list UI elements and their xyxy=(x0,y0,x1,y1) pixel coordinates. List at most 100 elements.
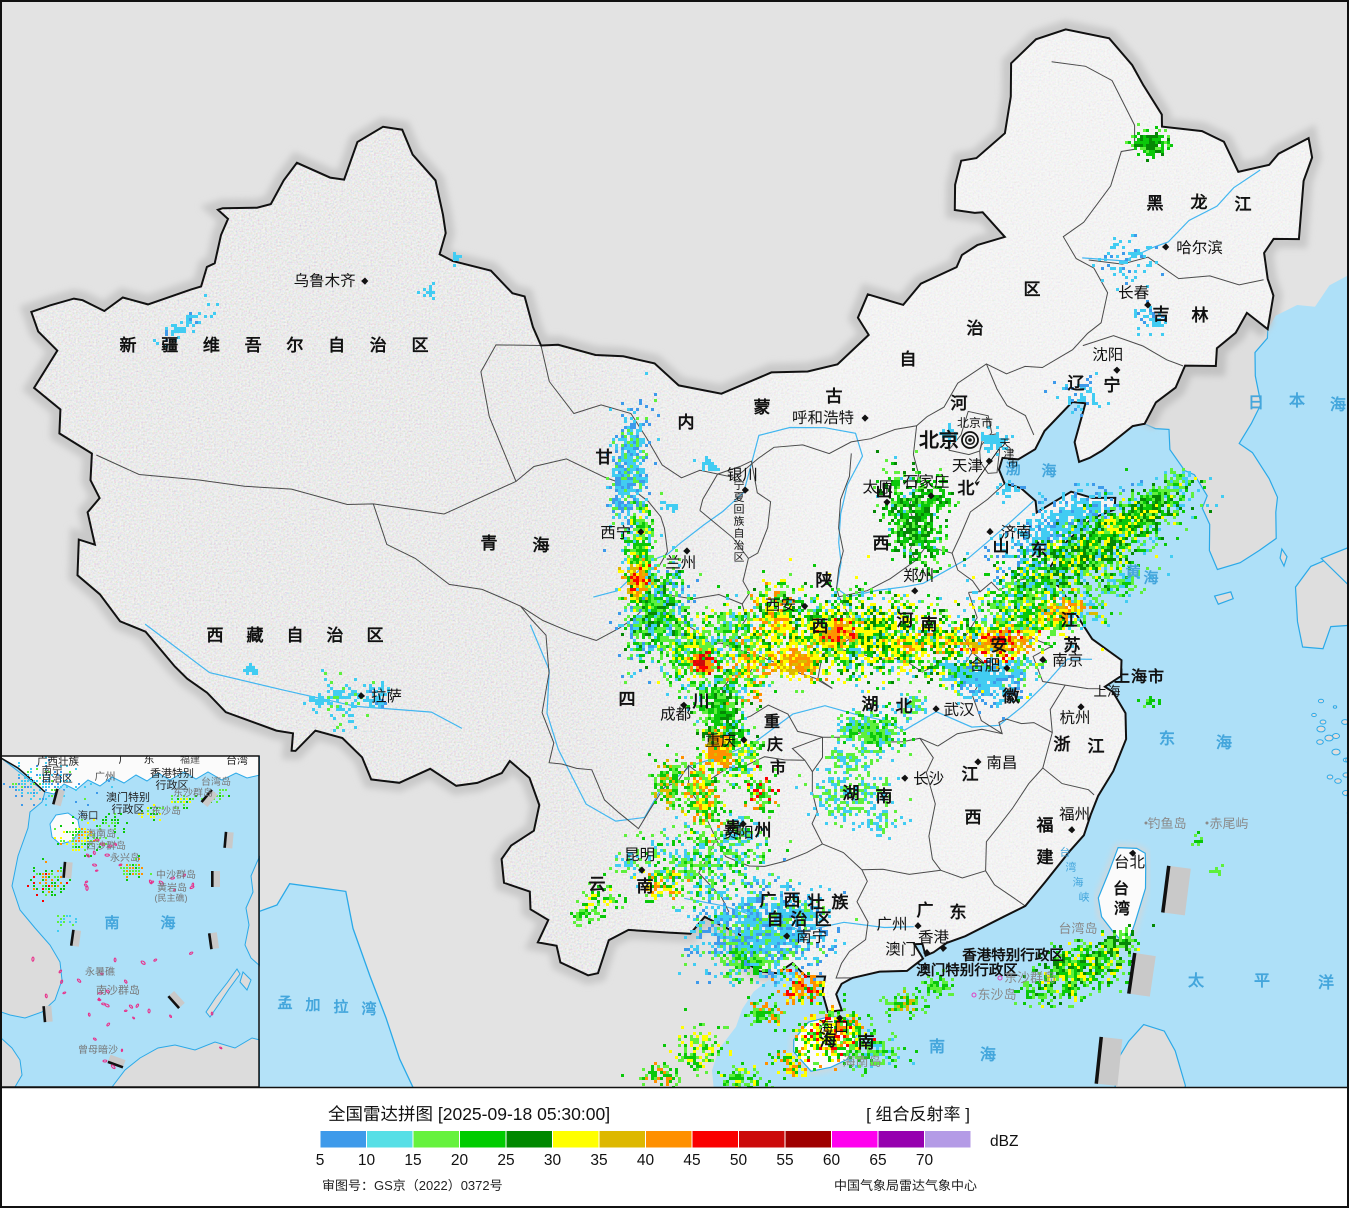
svg-text:65: 65 xyxy=(869,1148,886,1170)
svg-text:东: 东 xyxy=(1159,725,1175,749)
svg-text:太: 太 xyxy=(1187,967,1205,991)
svg-text:香港特别: 香港特别 xyxy=(150,765,194,781)
svg-text:呼和浩特: 呼和浩特 xyxy=(792,406,854,428)
svg-text:庆: 庆 xyxy=(766,731,783,755)
svg-text:南: 南 xyxy=(858,1028,875,1053)
svg-text:25: 25 xyxy=(497,1148,514,1170)
svg-text:族: 族 xyxy=(734,513,745,529)
svg-text:苏: 苏 xyxy=(1064,631,1081,656)
svg-text:海: 海 xyxy=(1143,567,1158,588)
svg-text:30: 30 xyxy=(544,1148,562,1170)
svg-text:南: 南 xyxy=(921,610,938,635)
svg-text:澳门特别行政区: 澳门特别行政区 xyxy=(916,959,1018,980)
svg-text:四: 四 xyxy=(619,685,636,710)
svg-text:南沙群岛: 南沙群岛 xyxy=(96,982,140,998)
svg-text:壮: 壮 xyxy=(808,888,825,913)
svg-text:海南岛: 海南岛 xyxy=(86,825,116,840)
svg-text:自: 自 xyxy=(328,331,345,356)
svg-text:永兴岛: 永兴岛 xyxy=(110,849,140,864)
svg-text:西沙群岛: 西沙群岛 xyxy=(86,837,126,852)
svg-text:回: 回 xyxy=(734,501,745,517)
svg-text:治: 治 xyxy=(327,621,344,646)
svg-text:区: 区 xyxy=(367,621,384,646)
svg-text:湾: 湾 xyxy=(361,998,376,1019)
svg-text:蒙: 蒙 xyxy=(754,393,771,418)
svg-text:加: 加 xyxy=(304,994,320,1015)
svg-text:北: 北 xyxy=(896,692,913,717)
svg-text:海: 海 xyxy=(1073,874,1084,890)
svg-text:15: 15 xyxy=(404,1148,421,1170)
svg-text:自治区: 自治区 xyxy=(41,771,73,786)
svg-text:洋: 洋 xyxy=(1318,969,1334,993)
svg-text:贵: 贵 xyxy=(725,814,742,839)
svg-text:南: 南 xyxy=(929,1033,945,1057)
svg-text:湾: 湾 xyxy=(1114,895,1130,919)
svg-text:海口: 海口 xyxy=(818,1015,849,1037)
svg-text:藏: 藏 xyxy=(247,621,264,646)
svg-text:上海: 上海 xyxy=(1094,680,1121,700)
svg-text:东: 东 xyxy=(1031,536,1048,561)
svg-text:南昌: 南昌 xyxy=(986,751,1017,773)
svg-text:西: 西 xyxy=(812,612,829,637)
svg-text:龙: 龙 xyxy=(1190,188,1208,213)
svg-text:古: 古 xyxy=(826,382,843,407)
svg-text:海: 海 xyxy=(1330,391,1346,415)
svg-text:渤: 渤 xyxy=(1005,458,1020,479)
svg-text:北京: 北京 xyxy=(919,424,959,453)
svg-text:兰州: 兰州 xyxy=(665,551,696,573)
svg-text:黄岩岛: 黄岩岛 xyxy=(157,879,187,894)
svg-text:湖: 湖 xyxy=(862,690,879,715)
svg-text:夏: 夏 xyxy=(734,489,745,505)
svg-text:孟: 孟 xyxy=(277,992,292,1013)
svg-text:广州: 广州 xyxy=(876,913,907,935)
svg-text:香港: 香港 xyxy=(918,925,950,947)
svg-text:吾: 吾 xyxy=(245,331,262,356)
svg-text:江: 江 xyxy=(1061,606,1078,631)
svg-text:黄: 黄 xyxy=(1125,561,1140,582)
svg-text:台湾岛: 台湾岛 xyxy=(201,773,231,788)
svg-text:区: 区 xyxy=(815,905,832,930)
svg-text:10: 10 xyxy=(358,1148,376,1170)
svg-text:日: 日 xyxy=(1248,389,1264,413)
svg-text:西: 西 xyxy=(965,803,982,828)
svg-text:澳门: 澳门 xyxy=(885,938,916,960)
svg-text:川: 川 xyxy=(692,687,710,712)
svg-text:福: 福 xyxy=(1036,811,1054,836)
svg-text:沈阳: 沈阳 xyxy=(1092,343,1123,365)
svg-text:台湾岛: 台湾岛 xyxy=(1058,918,1097,937)
svg-text:内: 内 xyxy=(678,408,695,433)
svg-text:宁: 宁 xyxy=(1104,371,1121,396)
svg-text:平: 平 xyxy=(1254,967,1270,991)
svg-text:东沙群岛: 东沙群岛 xyxy=(1004,967,1056,986)
svg-text:35: 35 xyxy=(590,1148,607,1170)
svg-text:[ 组合反射率 ]: [ 组合反射率 ] xyxy=(866,1100,970,1125)
svg-text:行政区: 行政区 xyxy=(112,801,145,817)
svg-text:青: 青 xyxy=(481,529,498,554)
svg-text:山: 山 xyxy=(876,477,893,502)
svg-text:20: 20 xyxy=(451,1148,469,1170)
svg-text:河: 河 xyxy=(897,606,914,631)
svg-text:峡: 峡 xyxy=(1079,889,1090,905)
svg-text:永暑礁: 永暑礁 xyxy=(85,963,115,978)
svg-text:云: 云 xyxy=(589,870,606,895)
svg-text:武汉: 武汉 xyxy=(944,698,976,720)
svg-text:中沙群岛: 中沙群岛 xyxy=(156,866,196,881)
svg-text:赤尾屿: 赤尾屿 xyxy=(1209,813,1248,832)
svg-text:海: 海 xyxy=(1131,663,1147,687)
svg-text:福州: 福州 xyxy=(1059,803,1090,825)
svg-text:审图号：GS京（2022）0372号: 审图号：GS京（2022）0372号 xyxy=(322,1175,503,1194)
svg-text:杭州: 杭州 xyxy=(1060,706,1091,728)
svg-text:海: 海 xyxy=(1216,729,1232,753)
svg-text:广州: 广州 xyxy=(95,769,116,784)
svg-text:新: 新 xyxy=(120,331,137,356)
svg-text:天: 天 xyxy=(1000,435,1011,451)
svg-text:江: 江 xyxy=(1235,190,1252,215)
svg-text:济南: 济南 xyxy=(1001,521,1032,543)
svg-text:全国雷达拼图 [2025-09-18 05:30:00]: 全国雷达拼图 [2025-09-18 05:30:00] xyxy=(328,1101,610,1126)
svg-text:市: 市 xyxy=(1008,455,1019,471)
svg-text:维: 维 xyxy=(203,331,220,356)
svg-text:曾母暗沙: 曾母暗沙 xyxy=(78,1041,118,1056)
svg-text:自: 自 xyxy=(287,621,304,646)
svg-text:上: 上 xyxy=(1114,663,1130,687)
svg-text:南: 南 xyxy=(876,782,893,807)
